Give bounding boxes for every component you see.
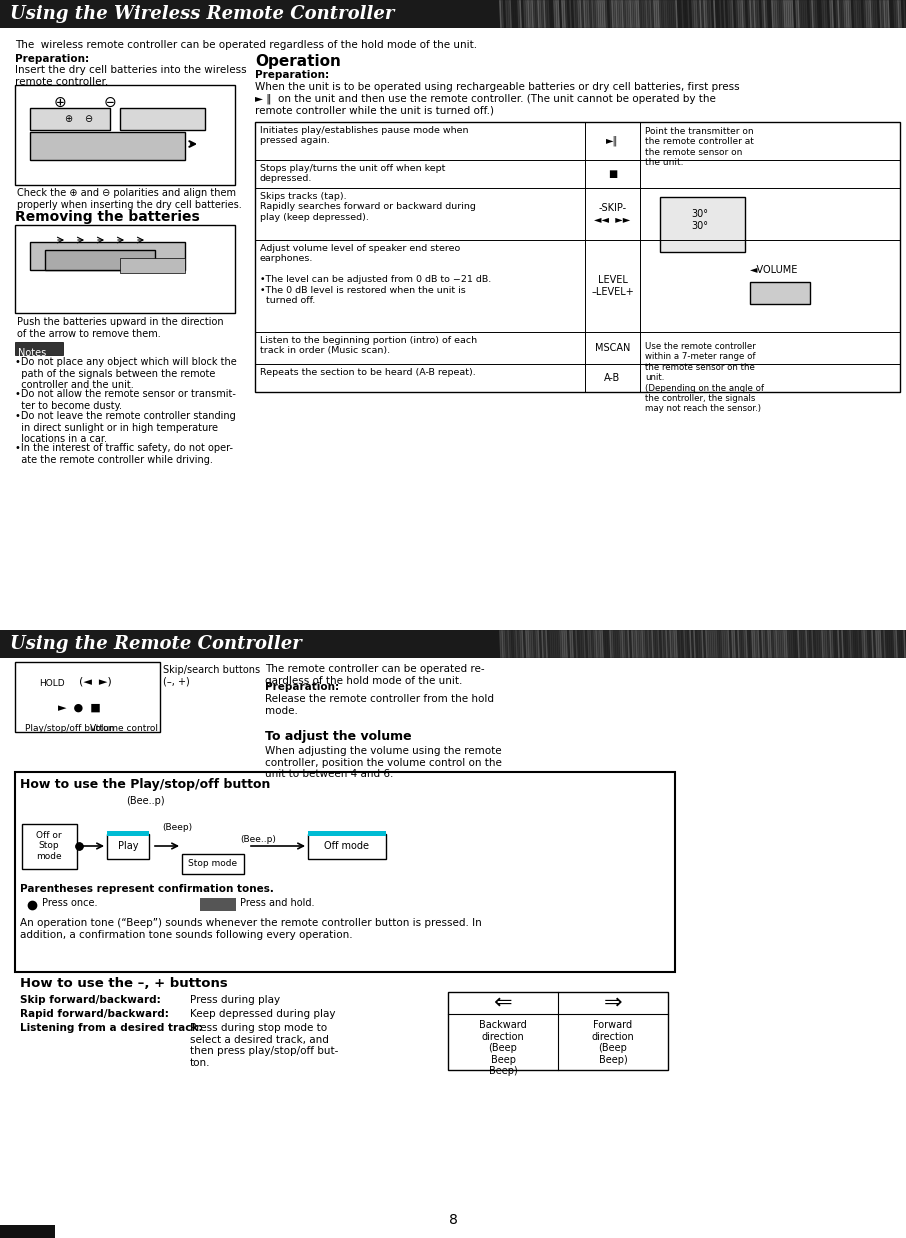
Bar	[750, 282, 810, 305]
Text: Skips tracks (tap).
Rapidly searches forward or backward during
play (keep depre: Skips tracks (tap). Rapidly searches for…	[260, 192, 476, 222]
Bar	[15, 225, 235, 313]
Text: Preparation:: Preparation:	[15, 54, 89, 64]
Text: To adjust the volume: To adjust the volume	[265, 730, 411, 743]
Bar	[660, 197, 745, 253]
Text: Initiates play/establishes pause mode when
pressed again.: Initiates play/establishes pause mode wh…	[260, 126, 468, 145]
Text: Preparation:: Preparation:	[265, 682, 339, 692]
Bar	[15, 85, 235, 184]
Text: Skip forward/backward:: Skip forward/backward:	[20, 995, 160, 1005]
Bar	[120, 108, 205, 130]
Bar	[15, 662, 160, 732]
Text: Listening from a desired track:: Listening from a desired track:	[20, 1023, 203, 1032]
Text: Push the batteries upward in the direction
of the arrow to remove them.: Push the batteries upward in the directi…	[17, 317, 224, 339]
Text: Backward
direction
(Beep
Beep
Beep): Backward direction (Beep Beep Beep)	[479, 1020, 527, 1076]
Text: Skip/search buttons
(–, +): Skip/search buttons (–, +)	[163, 665, 260, 687]
Text: Listen to the beginning portion (intro) of each
track in order (Music scan).: Listen to the beginning portion (intro) …	[260, 335, 477, 355]
Bar	[448, 992, 668, 1070]
Text: How to use the –, + buttons: How to use the –, + buttons	[20, 977, 227, 990]
Bar	[200, 898, 236, 911]
Text: Forward
direction
(Beep
Beep): Forward direction (Beep Beep)	[592, 1020, 634, 1065]
Bar	[107, 831, 149, 836]
Text: •Do not allow the remote sensor or transmit-
  ter to become dusty.: •Do not allow the remote sensor or trans…	[15, 389, 236, 411]
Text: A-B: A-B	[604, 373, 621, 383]
Text: Off or
Stop
mode: Off or Stop mode	[36, 831, 62, 860]
Text: (◄  ►): (◄ ►)	[79, 676, 111, 686]
Text: ⊖: ⊖	[103, 95, 116, 110]
Text: ►  ●  ■: ► ● ■	[58, 703, 101, 713]
Text: LEVEL
–LEVEL+: LEVEL –LEVEL+	[591, 275, 634, 297]
Bar	[30, 132, 185, 160]
Text: ⊖: ⊖	[84, 114, 92, 124]
Text: Parentheses represent confirmation tones.: Parentheses represent confirmation tones…	[20, 884, 274, 894]
Bar	[30, 108, 110, 130]
Text: (Beep): (Beep)	[162, 823, 192, 832]
Text: Preparation:: Preparation:	[255, 71, 329, 80]
Bar	[0, 0, 906, 28]
Text: ■: ■	[608, 170, 617, 180]
Text: Press during stop mode to
select a desired track, and
then press play/stop/off b: Press during stop mode to select a desir…	[190, 1023, 338, 1068]
Bar	[640, 123, 900, 392]
Bar	[22, 673, 82, 692]
Text: ⇒: ⇒	[603, 993, 622, 1013]
Text: Press and hold.: Press and hold.	[240, 898, 314, 907]
Text: ⇐: ⇐	[494, 993, 512, 1013]
Text: The  wireless remote controller can be operated regardless of the hold mode of t: The wireless remote controller can be op…	[15, 40, 477, 50]
Text: Stop mode: Stop mode	[188, 859, 237, 869]
Text: Keep depressed during play: Keep depressed during play	[190, 1009, 335, 1019]
Text: Play: Play	[118, 841, 139, 851]
Bar	[308, 831, 386, 836]
Bar	[15, 342, 63, 355]
Text: Volume control: Volume control	[90, 724, 158, 733]
Text: Rapid forward/backward:: Rapid forward/backward:	[20, 1009, 169, 1019]
Text: When adjusting the volume using the remote
controller, position the volume contr: When adjusting the volume using the remo…	[265, 747, 502, 779]
Text: An operation tone (“Beep”) sounds whenever the remote controller button is press: An operation tone (“Beep”) sounds whenev…	[20, 919, 482, 940]
Bar	[15, 773, 675, 972]
Text: Use the remote controller
within a 7-meter range of
the remote sensor on the
uni: Use the remote controller within a 7-met…	[645, 342, 764, 413]
Bar	[22, 698, 137, 718]
Text: ⊕: ⊕	[53, 95, 66, 110]
Text: Operation: Operation	[255, 54, 341, 69]
Text: Check the ⊕ and ⊖ polarities and align them
properly when inserting the dry cell: Check the ⊕ and ⊖ polarities and align t…	[17, 188, 242, 209]
Text: (Bee..p): (Bee..p)	[240, 834, 276, 844]
Text: How to use the Play/stop/off button: How to use the Play/stop/off button	[20, 777, 270, 791]
Text: Using the Remote Controller: Using the Remote Controller	[10, 635, 302, 652]
Text: Removing the batteries: Removing the batteries	[15, 210, 199, 224]
Bar	[0, 1224, 55, 1238]
Text: -SKIP-
◄◄  ►►: -SKIP- ◄◄ ►►	[594, 203, 631, 225]
Text: Press during play: Press during play	[190, 995, 280, 1005]
Text: Play/stop/off button: Play/stop/off button	[25, 724, 114, 733]
Text: ►‖: ►‖	[606, 136, 619, 146]
Text: •Do not place any object which will block the
  path of the signals between the : •Do not place any object which will bloc…	[15, 357, 236, 390]
Bar	[22, 825, 77, 869]
Text: Release the remote controller from the hold
mode.: Release the remote controller from the h…	[265, 695, 494, 716]
Text: The remote controller can be operated re-
gardless of the hold mode of the unit.: The remote controller can be operated re…	[265, 664, 485, 686]
Text: 30°
30°: 30° 30°	[691, 209, 708, 230]
Text: Using the Wireless Remote Controller: Using the Wireless Remote Controller	[10, 5, 394, 24]
Text: Press once.: Press once.	[42, 898, 98, 907]
Text: Insert the dry cell batteries into the wireless
remote controller.: Insert the dry cell batteries into the w…	[15, 66, 246, 87]
Bar	[45, 250, 155, 270]
Bar	[107, 834, 149, 859]
Text: (Bee..p): (Bee..p)	[126, 796, 164, 806]
Text: Point the transmitter on
the remote controller at
the remote sensor on
the unit.: Point the transmitter on the remote cont…	[645, 128, 754, 167]
Text: •In the interest of traffic safety, do not oper-
  ate the remote controller whi: •In the interest of traffic safety, do n…	[15, 443, 233, 464]
Text: ◄VOLUME: ◄VOLUME	[750, 265, 798, 275]
Text: ⊕: ⊕	[64, 114, 72, 124]
Text: Stops play/turns the unit off when kept
depressed.: Stops play/turns the unit off when kept …	[260, 163, 446, 183]
Text: HOLD: HOLD	[39, 678, 65, 687]
Text: •Do not leave the remote controller standing
  in direct sunlight or in high tem: •Do not leave the remote controller stan…	[15, 411, 236, 444]
Bar	[182, 854, 244, 874]
Text: Notes: Notes	[18, 348, 46, 358]
Bar	[30, 241, 185, 270]
Text: When the unit is to be operated using rechargeable batteries or dry cell batteri: When the unit is to be operated using re…	[255, 82, 739, 115]
Text: Repeats the section to be heard (A-B repeat).: Repeats the section to be heard (A-B rep…	[260, 368, 476, 378]
Text: Off mode: Off mode	[324, 841, 370, 851]
Bar	[120, 258, 185, 274]
Bar	[255, 123, 900, 392]
Text: Adjust volume level of speaker end stereo
earphones.

•The level can be adjusted: Adjust volume level of speaker end stere…	[260, 244, 491, 305]
Bar	[0, 630, 906, 659]
Bar	[308, 834, 386, 859]
Text: 8: 8	[448, 1213, 458, 1227]
Text: MSCAN: MSCAN	[595, 343, 631, 353]
